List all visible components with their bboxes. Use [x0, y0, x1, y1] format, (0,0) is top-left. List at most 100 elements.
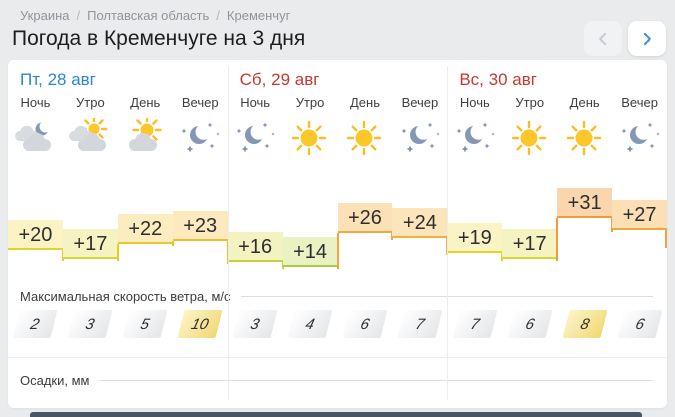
- wind-value-text: 6: [633, 315, 646, 333]
- temp-step-line: [665, 229, 667, 248]
- day-header[interactable]: Вс, 30 авг: [459, 70, 537, 89]
- breadcrumb-separator: /: [76, 8, 81, 23]
- wind-value-text: 7: [413, 315, 427, 333]
- wind-value-text: 10: [189, 315, 211, 333]
- wind-value: 7: [397, 310, 443, 338]
- day-separator: [227, 66, 229, 400]
- wind-cell: 10: [173, 310, 228, 340]
- temp-block: +22: [117, 214, 173, 245]
- next-days-button[interactable]: [628, 21, 666, 56]
- period-label: Ночь: [20, 95, 51, 110]
- precip-section: Осадки, мм: [20, 373, 653, 388]
- period-label: Утро: [76, 95, 105, 110]
- moon-stars-icon: [612, 114, 667, 164]
- wind-cell: 7: [392, 310, 447, 340]
- breadcrumb-item-city[interactable]: Кременчуг: [226, 8, 291, 23]
- forecast-card: Ночь Утро День Вечер Ночь Утро День Вечер Ночь Ут…: [8, 60, 667, 408]
- wind-cell: 3: [63, 310, 118, 340]
- wind-value: 8: [562, 310, 608, 338]
- wind-value: 3: [232, 310, 278, 338]
- wind-value-text: 3: [84, 315, 97, 333]
- wind-value: 7: [452, 310, 498, 338]
- wind-cell: 6: [612, 310, 667, 340]
- temp-block: +17: [62, 228, 118, 259]
- moon-stars-icon: [447, 114, 502, 164]
- period-labels-row: Ночь Утро День Вечер Ночь Утро День Вечер Ночь Ут…: [8, 95, 667, 110]
- wind-value: 2: [12, 310, 58, 338]
- day-separator: [447, 66, 449, 400]
- wind-cell: 6: [338, 310, 393, 340]
- temp-step-line: [116, 244, 119, 261]
- chevron-left-icon: [598, 32, 607, 45]
- period-label: Вечер: [401, 95, 439, 110]
- temp-block: +14: [282, 237, 338, 268]
- temp-step-line: [336, 232, 339, 270]
- sun-icon: [283, 114, 338, 164]
- chevron-right-icon: [643, 32, 652, 45]
- section-rule: [240, 296, 653, 297]
- temp-block: +17: [502, 228, 558, 259]
- wind-value-text: 4: [303, 315, 317, 333]
- day-header[interactable]: Сб, 29 авг: [239, 70, 320, 89]
- wind-value-text: 6: [523, 315, 537, 333]
- wind-value: 5: [122, 310, 168, 338]
- period-label: Ночь: [240, 95, 271, 110]
- temp-block: +19: [447, 222, 503, 253]
- wind-value: 10: [177, 310, 223, 338]
- wind-value: 3: [67, 310, 113, 338]
- wind-value: 4: [287, 310, 333, 338]
- wind-value-text: 7: [468, 315, 482, 333]
- wind-cell: 5: [118, 310, 173, 340]
- temp-block: +31: [557, 188, 613, 219]
- period-label: Утро: [295, 95, 325, 110]
- wind-value-text: 5: [139, 315, 152, 333]
- section-rule: [99, 380, 653, 381]
- temperature-step-chart: +20 +17 +22 +23 +16 +14 +26 +24 +19 +17 +31 +27: [8, 176, 667, 283]
- period-label: День: [349, 95, 380, 110]
- section-divider: [8, 357, 667, 358]
- period-label: Вечер: [621, 95, 658, 110]
- temp-block: +26: [337, 202, 393, 233]
- temp-step-line: [556, 218, 559, 261]
- wind-cell: 8: [557, 310, 612, 340]
- wind-value-text: 2: [29, 315, 42, 333]
- sun-icon: [502, 114, 557, 164]
- period-label: Ночь: [459, 95, 490, 110]
- period-label: День: [130, 95, 161, 110]
- moon-stars-icon: [392, 114, 447, 164]
- wind-cell: 3: [228, 310, 283, 340]
- temp-block: +23: [172, 211, 228, 242]
- breadcrumb-separator: /: [216, 8, 220, 23]
- sun-icon: [557, 114, 612, 164]
- sun-cloud-icon: [118, 114, 173, 164]
- temp-block: +20: [8, 220, 63, 250]
- period-label: Утро: [515, 95, 545, 110]
- wind-cell: 6: [502, 310, 557, 340]
- wind-values-row: 2 3 5 10 3 4 6 7 7 6 8 6: [8, 310, 667, 340]
- page-title: Погода в Кременчуге на 3 дня: [12, 27, 306, 50]
- wind-section: Максимальная скорость ветра, м/с: [20, 289, 653, 304]
- temp-block: +24: [392, 208, 448, 239]
- moon-stars-icon: [173, 114, 228, 164]
- temp-step-line: [171, 241, 174, 247]
- moon-clouds-icon: [8, 114, 63, 164]
- breadcrumb-item-country[interactable]: Украина: [20, 8, 70, 23]
- period-label: Вечер: [181, 95, 219, 110]
- prev-days-button[interactable]: [584, 21, 622, 56]
- wind-cell: 7: [447, 310, 502, 340]
- breadcrumb: Украина / Полтавская область / Кременчуг: [20, 8, 290, 23]
- footer-bar: [30, 412, 642, 417]
- period-label: День: [569, 95, 600, 110]
- wind-value-text: 8: [578, 315, 591, 333]
- moon-stars-icon: [228, 114, 283, 164]
- day-header[interactable]: Пт, 28 авг: [20, 70, 96, 89]
- wind-value: 6: [342, 310, 388, 338]
- temp-block: +27: [612, 199, 667, 230]
- wind-value-text: 6: [358, 315, 372, 333]
- temp-block: +16: [227, 231, 283, 262]
- day-pager: [584, 21, 666, 56]
- breadcrumb-item-region[interactable]: Полтавская область: [87, 8, 210, 23]
- wind-value-text: 3: [248, 315, 262, 333]
- wind-value: 6: [617, 310, 663, 338]
- weather-icons-row: [8, 114, 667, 164]
